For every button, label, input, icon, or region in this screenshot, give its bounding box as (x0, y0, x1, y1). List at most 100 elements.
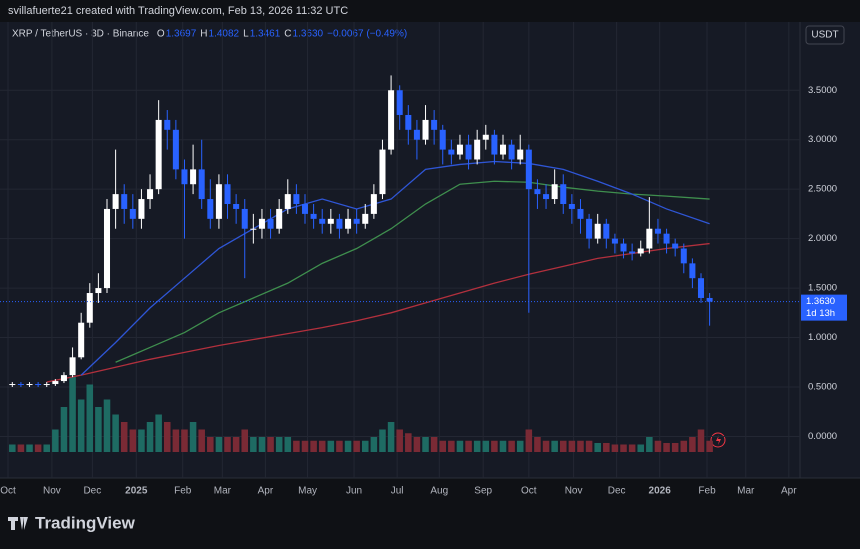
legend-item: 1.4082 (209, 29, 240, 40)
volume-bar (224, 437, 231, 452)
currency: USDT (811, 30, 838, 41)
legend-item: C (284, 29, 291, 40)
candle-body (431, 119, 438, 130)
volume-bar (439, 440, 447, 452)
volume-bar (103, 399, 111, 452)
candle-body (172, 129, 179, 170)
alert-bolt (716, 435, 721, 445)
volume-bar (172, 429, 180, 452)
volume-bar (129, 429, 137, 452)
price-tag-countdown: 1d 13h (806, 308, 835, 319)
candle-body (129, 208, 136, 219)
volume-bar (680, 440, 688, 452)
candle-body (190, 169, 197, 185)
volume-bar (258, 437, 266, 452)
candle-body (86, 293, 93, 323)
volume-bar (405, 433, 412, 452)
candle-body (663, 233, 670, 244)
logo (8, 517, 28, 530)
candle-body (560, 184, 567, 205)
y-tick-label: 3.0000 (808, 134, 837, 145)
candle-body (499, 144, 507, 155)
x-tick-label: Sep (474, 486, 492, 497)
candle-body (637, 248, 644, 254)
legend-item: H (200, 29, 207, 40)
volume-bar (284, 437, 292, 452)
y-tick-label: 1.5000 (808, 283, 837, 294)
volume-bar (387, 422, 395, 452)
x-tick-label: Dec (608, 486, 626, 497)
volume-bar (663, 443, 670, 452)
volume-bar (671, 443, 679, 452)
volume-bar (706, 440, 713, 452)
candle-body (181, 169, 188, 185)
volume-bar (491, 440, 498, 452)
volume-bar (69, 377, 76, 452)
volume-bar (611, 444, 619, 452)
candle-body (680, 248, 687, 264)
y-tick-label: 0.5000 (808, 382, 837, 393)
candle-body (482, 134, 489, 140)
volume-bar (310, 440, 317, 452)
legend-item: 1.3697 (166, 29, 197, 40)
candle-body (577, 208, 584, 219)
legend: XRP / TetherUS · 3D · Binance O 1.3697 H 1.4… (12, 29, 407, 40)
volume-bar (465, 440, 472, 452)
volume-bar (9, 444, 16, 452)
volume-bar (267, 437, 274, 452)
candle-body (508, 144, 515, 160)
moving-average (80, 160, 710, 376)
volume-bar (34, 444, 42, 452)
candle-body (336, 218, 343, 229)
candle-body (551, 184, 558, 200)
volume-bar (163, 422, 171, 452)
volume-bar (568, 440, 576, 452)
volume-bar (327, 440, 335, 452)
volume-bar (60, 407, 68, 452)
candle-body (611, 238, 618, 244)
candle-body (620, 243, 627, 252)
candle-body (284, 194, 291, 209)
candle-body (301, 204, 309, 214)
candle-body (646, 228, 653, 249)
volume-bar (542, 440, 550, 452)
volume-bar (396, 429, 403, 452)
candle-body (319, 218, 326, 224)
candle-body (224, 184, 231, 205)
candle-body (413, 129, 420, 140)
x-tick-label: Oct (521, 486, 537, 497)
x-tick-label: Aug (430, 486, 448, 497)
candle-body (26, 384, 33, 386)
volume-bar (250, 437, 257, 452)
candle-body (534, 189, 541, 195)
candle-body (456, 144, 463, 155)
candle-body (267, 218, 274, 229)
candle-body (474, 139, 481, 160)
x-tick-label: Dec (83, 486, 101, 497)
volume-bar (138, 429, 145, 452)
y-tick-label: 2.0000 (808, 233, 837, 244)
x-tick-label: Mar (214, 486, 232, 497)
candle-body (654, 228, 661, 234)
candle-body (629, 251, 636, 254)
volume-bar (551, 440, 558, 452)
candle-body (78, 322, 85, 358)
candle-body (112, 194, 119, 209)
volume-bar (430, 437, 438, 452)
volume-bar (52, 429, 59, 452)
volume-bar (534, 437, 541, 452)
volume-bar (146, 422, 154, 452)
candle-body (198, 169, 205, 200)
legend-item: XRP / TetherUS · 3D · Binance (12, 29, 149, 40)
moving-average (46, 242, 710, 383)
candle-body (448, 149, 455, 155)
candle-body (353, 218, 360, 224)
candle-body (17, 384, 24, 386)
volume-bar (689, 437, 696, 452)
candle-body (95, 288, 102, 294)
price-tag (801, 294, 847, 321)
volume-bar (336, 440, 343, 452)
x-tick-label: Nov (565, 486, 583, 497)
candle-body (405, 114, 412, 130)
